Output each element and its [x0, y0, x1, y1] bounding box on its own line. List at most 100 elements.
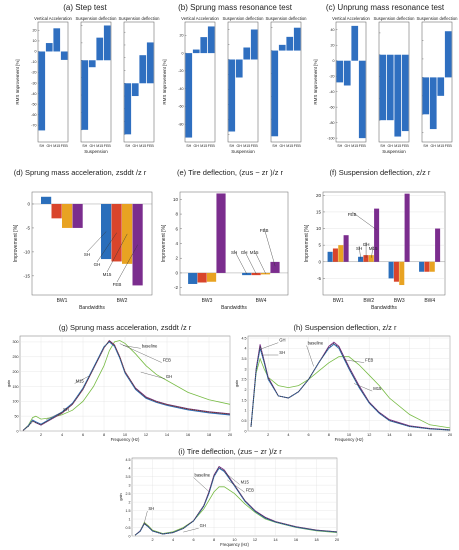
ytick-label: 1 [129, 517, 131, 521]
bar-M15-BW3 [399, 261, 405, 286]
subpanel-a-0: Vertical Acceleration 20 10 0 -10 -20 -30 -40 -5… [31, 16, 72, 148]
xtick-label: 8 [103, 433, 105, 437]
annotation-label: M15 [369, 246, 378, 251]
annotation-arrow [306, 345, 314, 367]
xtick-label: BW3 [202, 298, 213, 304]
ytick-label: 0.5 [242, 419, 247, 423]
bar-M15-BW4 [429, 261, 435, 272]
bar-M15 [243, 47, 251, 60]
ytick-label: 8 [175, 212, 178, 217]
subpanel-b-0: Vertical Acceleration 20 0 -20 -40 -60 -80 SH GH… [178, 16, 219, 148]
bar-GH-BW3 [393, 261, 399, 282]
subpanel-c-1: Suspension deflection SH GH M15 FEBSuspensio… [374, 16, 416, 154]
xlabel-f: Bandwidths [371, 305, 397, 311]
title-b: (b) Sprung mass resonance test [178, 3, 292, 12]
xtick-label: FEB [147, 144, 155, 148]
annotation-arrow [343, 359, 365, 363]
bar-GH [45, 43, 53, 52]
bar-GH [386, 54, 394, 121]
xtick-label: SH [186, 144, 191, 148]
xtick-label: 8 [328, 433, 330, 437]
ylabel-a: RMS Improvement [%] [15, 59, 20, 104]
ytick-label: 100 [13, 400, 19, 404]
ytick-label: 40 [331, 28, 335, 32]
ytick-label: -2 [174, 285, 178, 290]
ytick-label: -50 [31, 102, 36, 106]
xtick-label: BW4 [256, 298, 267, 304]
annotation-label: SH [148, 506, 154, 511]
ytick-label: -5 [26, 225, 30, 230]
series-line-baseline [134, 486, 338, 536]
bar-FEB [207, 26, 215, 54]
annotation-label: baseline [142, 343, 158, 348]
ytick-label: 10 [316, 226, 322, 231]
ytick-label: 4 [245, 347, 247, 351]
plot-frame [322, 191, 446, 296]
ytick-label: 20 [331, 43, 335, 47]
annotation-arrow [224, 471, 240, 485]
annotation-arrow [96, 232, 117, 263]
ytick-label: 4.5 [242, 336, 247, 340]
ytick-label: 200 [13, 370, 19, 374]
xtick-label: 20 [448, 433, 452, 437]
bar-M15 [437, 77, 445, 96]
bar-GH [131, 83, 139, 97]
bar-GH-BW3 [197, 272, 207, 283]
xtick-label: 2 [267, 433, 269, 437]
bar-M15 [139, 55, 147, 84]
xtick-label: 10 [232, 538, 236, 542]
ytick-label: -40 [329, 90, 334, 94]
annotation-label: M15 [373, 386, 382, 391]
xtick-label: 4 [61, 433, 63, 437]
bar-FEB [358, 60, 366, 139]
ytick-label: -60 [329, 105, 334, 109]
xtick-label: 6 [192, 538, 194, 542]
bar-SH-BW3 [388, 261, 394, 279]
annotation-arrow [351, 211, 377, 231]
xtick-label: FEB [208, 144, 216, 148]
annotation-arrow [116, 244, 138, 283]
series-line-SH [250, 342, 451, 431]
ytick-label: 20 [180, 34, 184, 38]
ytick-label: -30 [31, 81, 36, 85]
title-e: (e) Tire deflection, (zus − zr )/z r [176, 168, 284, 177]
xtick-label: FEB [251, 144, 259, 148]
xtick-label: M15 [286, 144, 293, 148]
annotation-arrow [371, 245, 374, 258]
annotation-arrow [358, 245, 361, 259]
subpanel-title: Suspension deflection [374, 16, 416, 21]
xtick-label: M15 [96, 144, 103, 148]
title-i: (i) Tire deflection, (zus − zr )/z r [178, 447, 282, 456]
xtick-label: 20 [335, 538, 339, 542]
bar-FEB [103, 25, 111, 61]
xtick-label: SH [82, 144, 87, 148]
ytick-label: 0 [318, 259, 321, 264]
annotation-arrow [353, 383, 373, 392]
annotation-arrow [86, 231, 107, 253]
title-g: (g) Sprung mass acceleration, zsddt /z r [58, 323, 192, 332]
annotation-label: SH [63, 407, 69, 412]
xtick-label: BW3 [394, 298, 405, 304]
xtick-label: GH [388, 144, 394, 148]
xtick-label: FEB [359, 144, 367, 148]
grouped-chart-e: 10 8 6 4 2 0 -2 Improvement [%] BW3 BW4 Bandwidths… [161, 191, 289, 311]
annotation-arrow [183, 528, 199, 533]
bar-SH [81, 60, 89, 130]
xtick-label: 12 [367, 433, 371, 437]
bar-group-c: RMS Improvement [%] Vertical Acceleration… [313, 16, 458, 154]
subpanel-title: Vertical Acceleration [332, 16, 370, 21]
ylabel-h: gain [234, 380, 239, 388]
ytick-label: -10 [31, 60, 36, 64]
xtick-label: BW2 [117, 298, 128, 304]
bar-FEB-BW4 [435, 228, 441, 262]
ylabel-g: gain [6, 380, 11, 388]
bar-group-a: RMS Improvement [%] Vertical Acceleration… [15, 16, 160, 154]
bar-M15-BW1 [338, 245, 344, 262]
ytick-label: 150 [13, 385, 19, 389]
xtick-label: GH [194, 144, 200, 148]
ytick-label: 4 [175, 241, 178, 246]
xtick-label: 12 [144, 433, 148, 437]
bar-FEB [444, 31, 452, 78]
xtick-label: GH [237, 144, 243, 148]
xtick-label: FEB [61, 144, 69, 148]
